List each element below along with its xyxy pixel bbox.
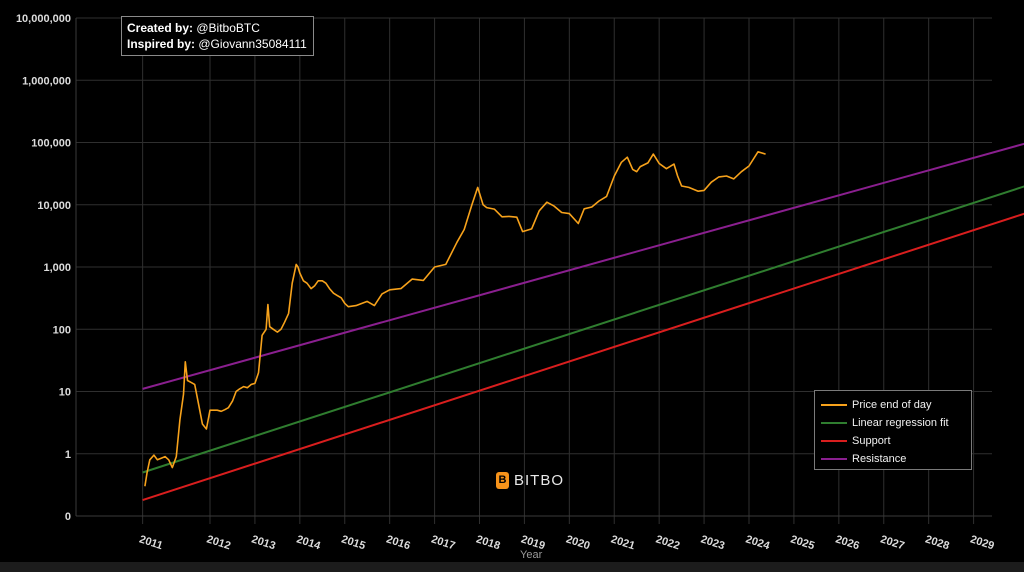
x-tick-label: 2025 [789,533,816,552]
x-tick-label: 2016 [385,533,412,552]
credit-created-line: Created by: @BitboBTC [127,20,307,36]
y-tick-label: 10 [59,387,71,399]
x-tick-label: 2020 [564,533,591,552]
x-tick-label: 2012 [205,533,232,552]
x-tick-label: 2026 [834,533,861,552]
legend-swatch-resistance [821,458,847,460]
x-axis-ticks: 2011 2012 2013 2014 2015 2016 2017 2018 2019 2020… [138,533,996,552]
y-tick-label: 10,000,000 [16,13,71,25]
legend-label-support: Support [852,435,891,447]
legend-swatch-support [821,440,847,442]
credit-created-label: Created by: [127,21,194,35]
bitcoin-icon: B [496,472,509,489]
x-axis-title: Year [520,549,543,561]
x-tick-label: 2022 [654,533,681,552]
x-tick-label: 2011 [138,533,164,552]
y-tick-label: 1,000,000 [22,75,71,87]
legend-label-resistance: Resistance [852,453,907,465]
x-tick-label: 2018 [475,533,502,552]
legend-label-regression: Linear regression fit [852,417,949,429]
legend-item-support[interactable]: Support [821,432,965,450]
credit-inspired-value: @Giovann35084111 [195,37,307,51]
x-tick-label: 2024 [744,533,772,552]
resistance-line [142,142,1024,390]
x-tick-label: 2015 [340,533,367,552]
regression-fit-line [142,185,1024,474]
legend-item-price[interactable]: Price end of day [821,396,965,414]
credit-created-value: @BitboBTC [193,21,260,35]
x-tick-label: 2013 [250,533,277,552]
y-tick-label: 1,000 [43,262,71,274]
credit-inspired-label: Inspired by: [127,37,196,51]
logo-text: BITBO [514,472,565,489]
y-tick-label: 100 [53,324,71,336]
x-tick-label: 2027 [879,533,906,552]
y-tick-label: 10,000 [37,200,71,212]
legend-item-resistance[interactable]: Resistance [821,450,965,468]
legend-item-regression[interactable]: Linear regression fit [821,414,965,432]
y-axis-ticks: 0 1 10 100 1,000 10,000 100,000 1,000,000 10,000… [16,13,71,523]
credit-inspired-line: Inspired by: @Giovann35084111 [127,36,307,52]
legend-label-price: Price end of day [852,399,932,411]
x-tick-label: 2021 [609,533,636,552]
x-tick-label: 2023 [699,533,726,552]
x-tick-label: 2029 [969,533,996,552]
x-tick-label: 2028 [924,533,951,552]
legend-swatch-regression [821,422,847,424]
legend: Price end of day Linear regression fit S… [814,390,972,470]
support-line [142,212,1024,502]
y-tick-label: 100,000 [31,138,71,150]
bitbo-logo: B BITBO [496,472,564,489]
price-line [144,151,766,487]
credit-box: Created by: @BitboBTC Inspired by: @Giov… [121,16,314,56]
series-lines [142,142,1024,502]
y-tick-label: 0 [65,511,71,523]
legend-swatch-price [821,404,847,406]
x-tick-label: 2017 [430,533,457,552]
x-tick-label: 2014 [295,533,323,552]
y-tick-label: 1 [65,449,71,461]
bottom-strip [0,562,1024,572]
